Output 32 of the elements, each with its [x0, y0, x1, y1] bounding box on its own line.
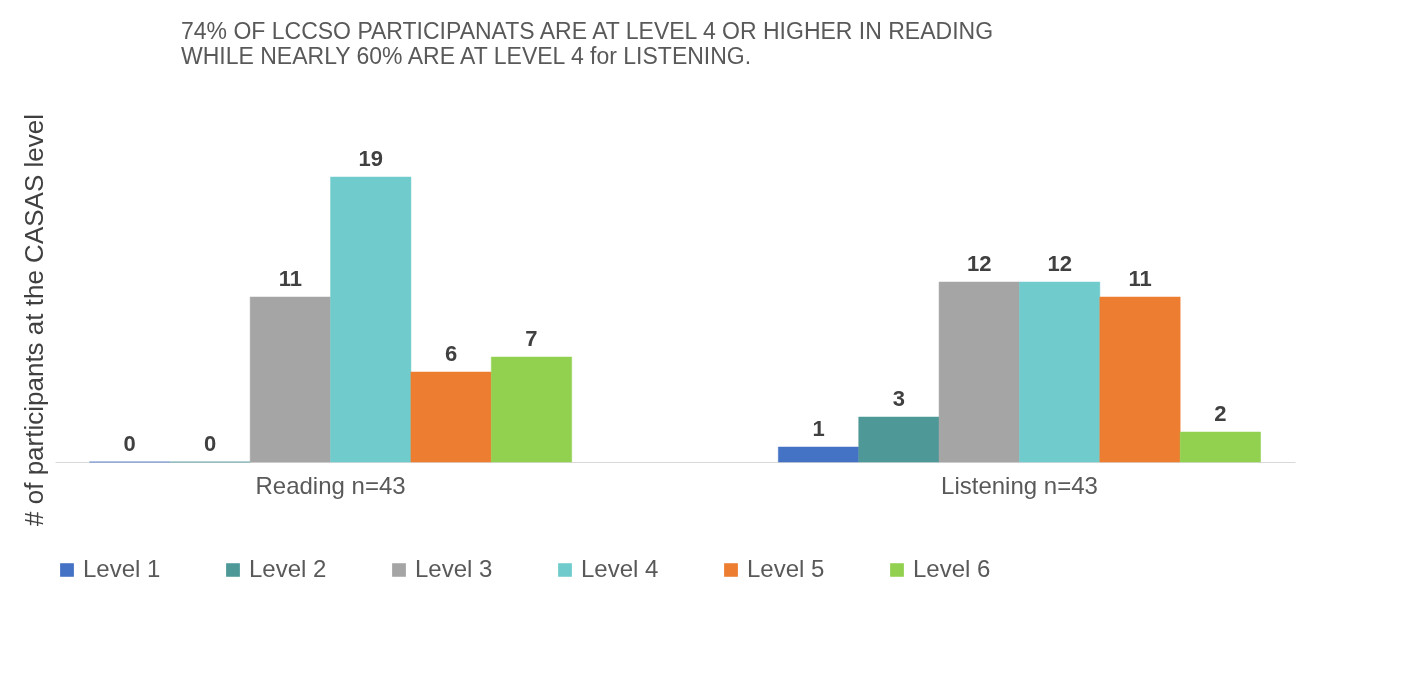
chart-title: 74% OF LCCSO PARTICIPANATS ARE AT LEVEL 4 OR HIGHER IN READING WHILE NEARLY 60% ARE AT LEVEL 4 for LISTENING.: [181, 17, 994, 69]
data-label: 11: [1128, 266, 1152, 291]
data-label: 19: [358, 146, 383, 171]
data-label: 3: [892, 386, 906, 411]
bar: [1179, 431, 1261, 463]
legend-label: Level 5: [747, 555, 825, 582]
bar: [410, 371, 492, 463]
data-label: 11: [278, 266, 302, 291]
data-label: 1: [812, 416, 825, 441]
data-label: 12: [1047, 251, 1072, 276]
legend-label: Level 2: [249, 555, 327, 582]
legend-label: Level 6: [913, 555, 991, 582]
y-axis-title: # of participants at the CASAS level: [18, 114, 49, 526]
data-label: 2: [1214, 401, 1227, 426]
bar: [1099, 296, 1181, 463]
bar: [330, 176, 412, 463]
legend-label: Level 3: [415, 555, 493, 582]
bar: [938, 281, 1020, 463]
data-label: 6: [444, 341, 458, 366]
legend-label: Level 4: [581, 555, 659, 582]
bar: [778, 446, 859, 463]
legend-label: Level 1: [83, 555, 161, 582]
x-tick-label: Listening n=43: [941, 471, 1098, 499]
bar: [491, 356, 572, 463]
data-label: 7: [525, 326, 538, 351]
data-label: 0: [203, 431, 217, 456]
data-label: 12: [967, 251, 992, 276]
x-tick-label: Reading n=43: [255, 471, 406, 499]
bar: [1019, 281, 1101, 463]
bar: [249, 296, 331, 463]
data-label: 0: [123, 431, 136, 456]
bar: [858, 416, 940, 463]
